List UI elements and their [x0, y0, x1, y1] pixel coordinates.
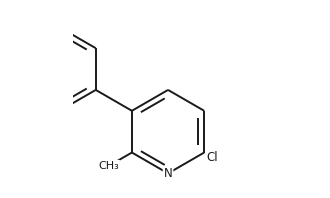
- Text: CH₃: CH₃: [99, 161, 119, 171]
- Text: Cl: Cl: [207, 151, 218, 164]
- Text: N: N: [164, 167, 172, 180]
